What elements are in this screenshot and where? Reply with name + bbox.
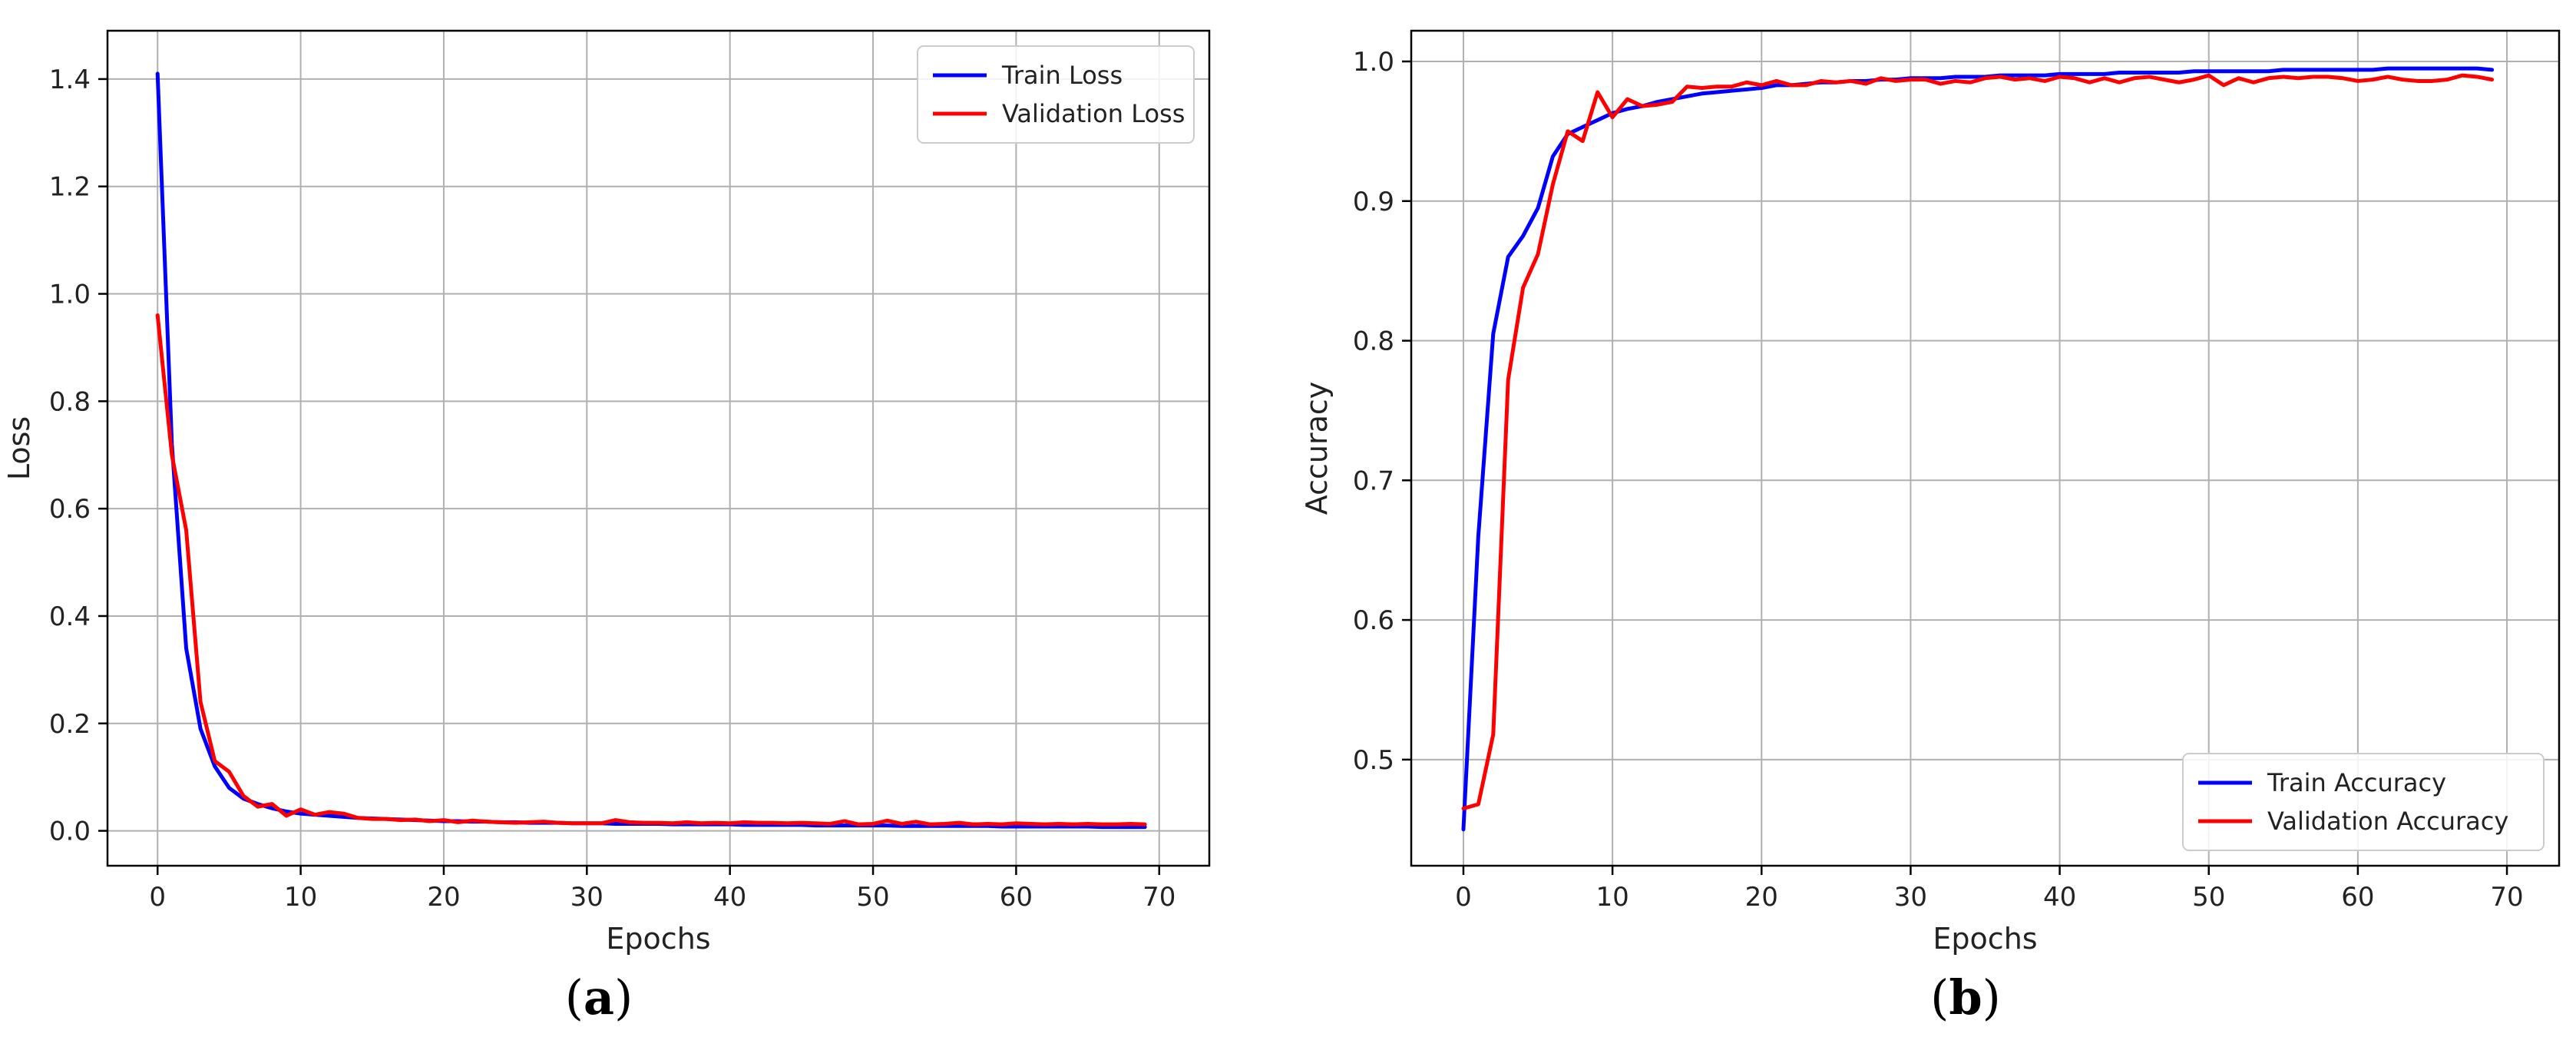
legend-entry-0: Train Accuracy bbox=[2267, 768, 2446, 797]
panel-label-letter: a bbox=[584, 969, 614, 1026]
x-tick-label: 30 bbox=[570, 882, 603, 913]
panel-label: (b) bbox=[1930, 969, 2001, 1026]
y-axis-label: Accuracy bbox=[1300, 382, 1334, 515]
series-line-0 bbox=[1461, 66, 2495, 832]
y-tick-label: 1.4 bbox=[49, 65, 91, 95]
y-tick-label: 0.0 bbox=[49, 817, 91, 847]
panel-label-open: ( bbox=[1930, 969, 1949, 1026]
y-tick-label: 0.6 bbox=[1353, 605, 1394, 636]
legend-entry-0: Train Loss bbox=[1001, 61, 1123, 90]
x-tick-label: 10 bbox=[284, 882, 317, 913]
y-tick-label: 1.0 bbox=[1353, 47, 1394, 78]
panel-label-open: ( bbox=[565, 969, 584, 1026]
panel-label-letter: b bbox=[1949, 969, 1982, 1026]
x-tick-label: 50 bbox=[856, 882, 889, 913]
y-tick-label: 1.0 bbox=[49, 280, 91, 310]
x-axis-label: Epochs bbox=[606, 922, 710, 956]
legend-entry-1: Validation Accuracy bbox=[2267, 807, 2508, 836]
x-tick-label: 40 bbox=[2043, 882, 2076, 913]
x-tick-label: 0 bbox=[149, 882, 166, 913]
x-tick-label: 0 bbox=[1455, 882, 1472, 913]
series-line-1 bbox=[1461, 73, 2495, 810]
x-tick-label: 50 bbox=[2192, 882, 2225, 913]
x-tick-label: 10 bbox=[1596, 882, 1629, 913]
y-tick-label: 0.7 bbox=[1353, 466, 1394, 496]
y-tick-label: 0.4 bbox=[49, 601, 91, 632]
panel-label-close: ) bbox=[614, 969, 633, 1026]
x-tick-label: 60 bbox=[2341, 882, 2374, 913]
legend: Train Loss Validation Loss bbox=[917, 45, 1195, 144]
x-tick-label: 60 bbox=[1000, 882, 1033, 913]
legend: Train Accuracy Validation Accuracy bbox=[2182, 753, 2545, 851]
plot-frame bbox=[106, 29, 1211, 867]
legend-box bbox=[917, 45, 1195, 144]
y-axis-label: Loss bbox=[2, 416, 36, 480]
x-tick-label: 70 bbox=[1143, 882, 1176, 913]
x-tick-label: 30 bbox=[1894, 882, 1927, 913]
accuracy-chart: 0 10 20 30 40 50 60 70 0.5 0.6 0.7 0.8 0.9 1.0 Epochs A… bbox=[1300, 29, 2561, 1026]
legend-box bbox=[2182, 753, 2545, 851]
x-axis-label: Epochs bbox=[1933, 922, 2037, 956]
x-tick-label: 70 bbox=[2490, 882, 2523, 913]
y-tick-label: 0.8 bbox=[49, 386, 91, 417]
y-tick-label: 0.2 bbox=[49, 709, 91, 740]
x-tick-label: 40 bbox=[713, 882, 746, 913]
legend-entry-1: Validation Loss bbox=[1002, 99, 1185, 128]
x-tick-label: 20 bbox=[1745, 882, 1778, 913]
y-tick-label: 0.6 bbox=[49, 494, 91, 525]
y-tick-label: 1.2 bbox=[49, 172, 91, 203]
y-tick-label: 0.5 bbox=[1353, 745, 1394, 776]
series-line-1 bbox=[155, 313, 1147, 827]
loss-chart: 0 10 20 30 40 50 60 70 0.0 0.2 0.4 0.6 0.8 1.0 1.2 1.4 E… bbox=[2, 29, 1211, 1026]
x-tick-label: 20 bbox=[427, 882, 460, 913]
y-tick-label: 0.9 bbox=[1353, 187, 1394, 217]
plot-frame bbox=[1410, 29, 2561, 867]
panel-label: (a) bbox=[565, 969, 633, 1026]
panel-label-close: ) bbox=[1982, 969, 2001, 1026]
y-tick-label: 0.8 bbox=[1353, 326, 1394, 357]
